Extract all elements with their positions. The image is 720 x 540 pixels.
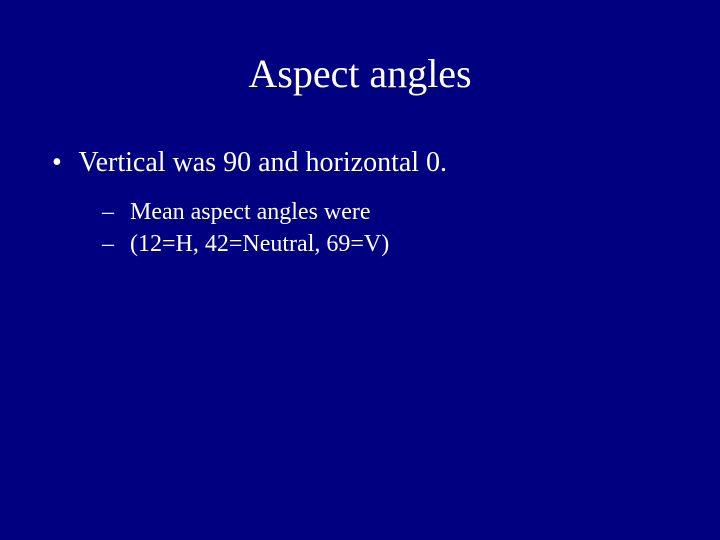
bullet-level-2: (12=H, 42=Neutral, 69=V) — [102, 228, 720, 260]
bullet-level-2: Mean aspect angles were — [102, 196, 720, 228]
bullet-text: Vertical was 90 and horizontal 0. — [79, 147, 448, 178]
slide: Aspect angles Vertical was 90 and horizo… — [0, 0, 720, 540]
bullet-level-1: Vertical was 90 and horizontal 0. — [44, 145, 720, 180]
bullet-text: Mean aspect angles were — [130, 199, 371, 225]
slide-title: Aspect angles — [0, 50, 720, 97]
bullet-text: (12=H, 42=Neutral, 69=V) — [130, 231, 389, 257]
